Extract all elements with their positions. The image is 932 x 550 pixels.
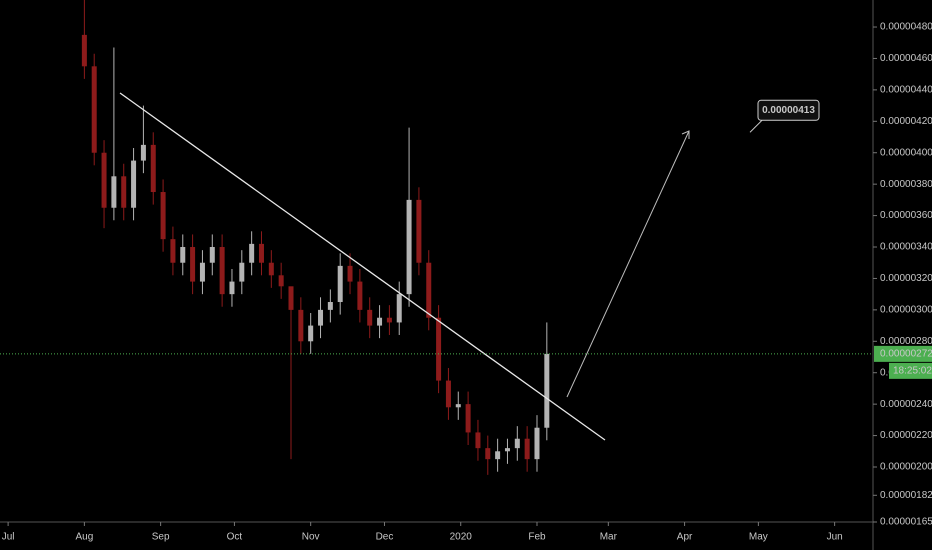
y-tick-label: 0.00000220	[880, 430, 932, 441]
candle-body	[111, 176, 117, 208]
candle-body	[258, 243, 264, 263]
x-tick-label: Dec	[376, 532, 394, 543]
y-tick-label: 0.00000380	[880, 179, 932, 190]
candle-body	[180, 247, 186, 263]
candle-body	[475, 432, 481, 449]
candle-body	[298, 309, 304, 342]
candle-body	[514, 438, 520, 449]
candle-body	[495, 451, 501, 460]
y-tick-label: 0.00000165	[880, 517, 932, 528]
x-tick-label: Aug	[75, 532, 93, 543]
candle-body	[219, 247, 225, 295]
candle-body	[426, 262, 432, 318]
candle-body	[249, 243, 255, 263]
candle-body	[101, 152, 107, 208]
candle-body	[239, 262, 245, 282]
arrow-head	[681, 130, 690, 139]
candle-body	[150, 144, 156, 193]
candle-body	[455, 404, 461, 408]
y-tick-label: 0.00000400	[880, 147, 932, 158]
y-tick-label: 0.00000280	[880, 336, 932, 347]
candle-body	[121, 176, 127, 208]
candle-body	[377, 317, 383, 326]
candle-body	[190, 247, 196, 282]
y-tick-label: 0.00000300	[880, 305, 932, 316]
candle-body	[436, 317, 442, 381]
candle-body	[160, 192, 166, 240]
candle-body	[81, 34, 87, 67]
x-tick-label: Feb	[528, 532, 546, 543]
candle-body	[131, 160, 137, 208]
x-tick-label: Mar	[600, 532, 618, 543]
y-tick-label: 0.00000460	[880, 53, 932, 64]
x-tick-label: Sep	[152, 532, 170, 543]
candle-body	[170, 239, 176, 263]
candle-body	[209, 247, 215, 263]
projection-arrow	[566, 130, 690, 398]
candle-body	[229, 281, 235, 295]
candle-body	[465, 404, 471, 433]
candle-body	[386, 317, 392, 323]
candle-body	[396, 294, 402, 323]
plot-area	[81, 0, 550, 475]
y-tick-label: 0.00000240	[880, 399, 932, 410]
y-tick-label: 0.00000200	[880, 462, 932, 473]
candle-body	[327, 302, 333, 310]
candle-body	[534, 427, 540, 460]
candle-body	[199, 262, 205, 282]
x-tick-label: Jul	[2, 532, 15, 543]
candle-body	[318, 309, 324, 326]
callout-box	[757, 99, 820, 121]
candle-body	[140, 144, 146, 161]
candle-body	[337, 265, 343, 303]
candle-body	[357, 281, 363, 310]
last-price-box	[874, 345, 932, 362]
candle-body	[445, 380, 451, 408]
candle-body	[406, 199, 412, 295]
x-tick-label: Apr	[677, 532, 693, 543]
candle-body	[416, 199, 422, 263]
callout-pointer	[749, 119, 763, 133]
last-price-label: 0.00000272	[880, 349, 932, 360]
y-tick-label: 0.00000182	[880, 490, 932, 501]
y-tick-label: 0.00000480	[880, 22, 932, 33]
candle-body	[485, 448, 491, 460]
callout-label: 0.00000413	[762, 105, 815, 116]
y-tick-label: 0.00000340	[880, 242, 932, 253]
countdown-label: 18:25:02	[893, 366, 932, 377]
candle-body	[268, 262, 274, 276]
x-tick-label: Nov	[302, 532, 320, 543]
x-tick-label: Oct	[227, 532, 243, 543]
y-tick-label: 0.00000320	[880, 273, 932, 284]
candle-body	[91, 66, 97, 153]
countdown-box	[889, 362, 932, 379]
y-tick-label: 0.00000420	[880, 116, 932, 127]
candle-body	[347, 265, 353, 282]
candle-body	[278, 275, 284, 287]
x-tick-label: Jun	[827, 532, 843, 543]
trend-line	[119, 92, 606, 441]
candle-body	[288, 286, 294, 310]
candle-body	[504, 448, 510, 452]
x-tick-label: May	[749, 532, 768, 543]
candle-body	[524, 438, 530, 460]
y-tick-label: 0.00000360	[880, 210, 932, 221]
x-tick-label: 2020	[450, 532, 473, 543]
y-tick-label: 0.00000440	[880, 85, 932, 96]
candle-body	[544, 353, 550, 428]
candle-body	[308, 325, 314, 342]
candle-body	[367, 309, 373, 326]
